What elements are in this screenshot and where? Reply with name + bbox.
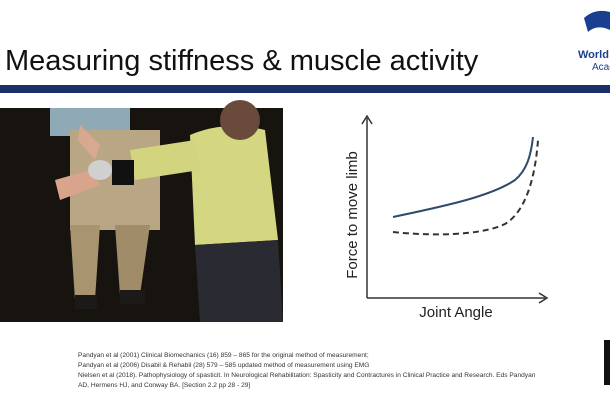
title-band: [0, 85, 610, 93]
logo-text: Acad: [592, 62, 610, 73]
dashed-curve: [392, 139, 539, 236]
x-axis-arrow: [538, 292, 549, 304]
photo: [0, 100, 283, 322]
reference: Nielsen et al (2018). Pathophysiology of…: [78, 372, 536, 379]
x-axis-label: Joint Angle: [419, 304, 492, 321]
y-axis-label: Force to move limb: [344, 151, 361, 279]
logo-mark: [584, 10, 610, 32]
logo-text: World: [578, 49, 609, 61]
diagram: Force to move limb Joint Angle: [344, 114, 549, 321]
reference: Pandyan et al (2006) Disabil & Rehabil (…: [78, 362, 369, 369]
reference: Pandyan et al (2001) Clinical Biomechani…: [78, 352, 369, 359]
corner-logo: [604, 340, 610, 385]
slide-title: Measuring stiffness & muscle activity: [5, 45, 479, 77]
solid-curve: [392, 136, 534, 218]
reference: AD, Hermens HJ, and Conway BA. [Section …: [78, 382, 250, 389]
y-axis-arrow: [361, 114, 373, 125]
